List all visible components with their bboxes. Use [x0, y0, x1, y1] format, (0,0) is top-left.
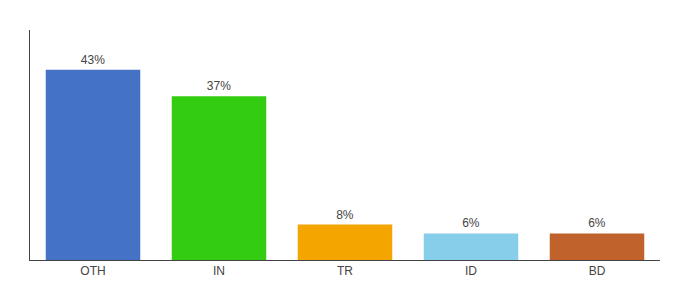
- svg-text:8%: 8%: [336, 208, 354, 222]
- svg-text:IN: IN: [213, 264, 225, 278]
- svg-text:6%: 6%: [588, 216, 606, 230]
- svg-text:BD: BD: [589, 264, 606, 278]
- svg-text:ID: ID: [465, 264, 477, 278]
- svg-text:TR: TR: [337, 264, 353, 278]
- svg-text:43%: 43%: [81, 53, 105, 67]
- svg-text:6%: 6%: [462, 216, 480, 230]
- svg-text:37%: 37%: [207, 79, 231, 93]
- svg-text:OTH: OTH: [80, 264, 105, 278]
